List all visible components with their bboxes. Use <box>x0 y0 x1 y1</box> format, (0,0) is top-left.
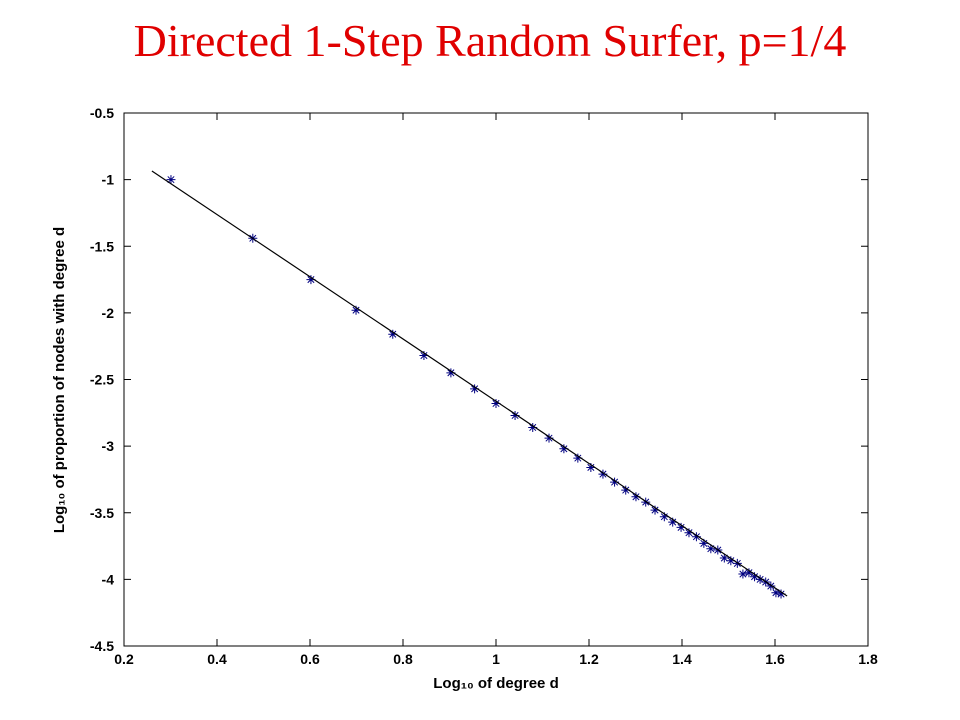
y-tick-label: -0.5 <box>90 105 114 121</box>
point <box>744 568 754 578</box>
point <box>586 462 596 472</box>
point <box>699 538 709 548</box>
point <box>631 492 641 502</box>
plot-frame <box>123 112 869 647</box>
y-tick-label: -1 <box>102 172 115 188</box>
y-tick-label: -3.5 <box>90 505 114 521</box>
point <box>750 572 760 582</box>
point <box>719 553 729 563</box>
x-tick-label: 1 <box>492 651 500 667</box>
x-tick-label: 1.2 <box>579 651 599 667</box>
point <box>491 398 501 408</box>
point <box>771 588 781 598</box>
point <box>306 275 316 285</box>
point <box>738 569 748 579</box>
point <box>610 477 620 487</box>
point <box>388 329 398 339</box>
point <box>726 556 736 566</box>
y-tick-label: -2 <box>102 305 115 321</box>
point <box>659 512 669 522</box>
point <box>668 517 678 527</box>
x-tick-label: 0.2 <box>114 651 134 667</box>
x-tick-label: 1.8 <box>858 651 878 667</box>
y-tick-label: -4 <box>102 571 115 587</box>
point <box>419 351 429 361</box>
point <box>621 485 631 495</box>
point <box>650 505 660 515</box>
x-tick-label: 0.4 <box>207 651 227 667</box>
point <box>755 574 765 584</box>
point <box>351 305 361 315</box>
x-axis-label: Log₁₀ of degree d <box>433 675 558 692</box>
x-tick-label: 0.6 <box>300 651 320 667</box>
point <box>766 581 776 591</box>
x-tick-label: 1.6 <box>765 651 785 667</box>
y-tick-label: -4.5 <box>90 638 114 654</box>
point <box>776 589 786 599</box>
point <box>544 433 554 443</box>
point <box>510 410 520 420</box>
x-tick-label: 0.8 <box>393 651 413 667</box>
point <box>166 175 176 185</box>
x-tick-label: 1.4 <box>672 651 692 667</box>
fit-line <box>151 170 788 597</box>
y-tick-label: -1.5 <box>90 238 114 254</box>
point <box>676 522 686 532</box>
y-tick-label: -3 <box>102 438 115 454</box>
y-tick-label: -2.5 <box>90 372 114 388</box>
point <box>598 469 608 479</box>
point <box>470 384 480 394</box>
point <box>528 422 538 432</box>
point <box>573 453 583 463</box>
point <box>706 544 716 554</box>
point <box>559 444 569 454</box>
chart-title: Directed 1-Step Random Surfer, p=1/4 <box>134 15 847 66</box>
point <box>691 532 701 542</box>
point <box>684 528 694 538</box>
point <box>446 368 456 378</box>
y-axis-label: Log₁₀ of proportion of nodes with degree… <box>51 227 68 533</box>
